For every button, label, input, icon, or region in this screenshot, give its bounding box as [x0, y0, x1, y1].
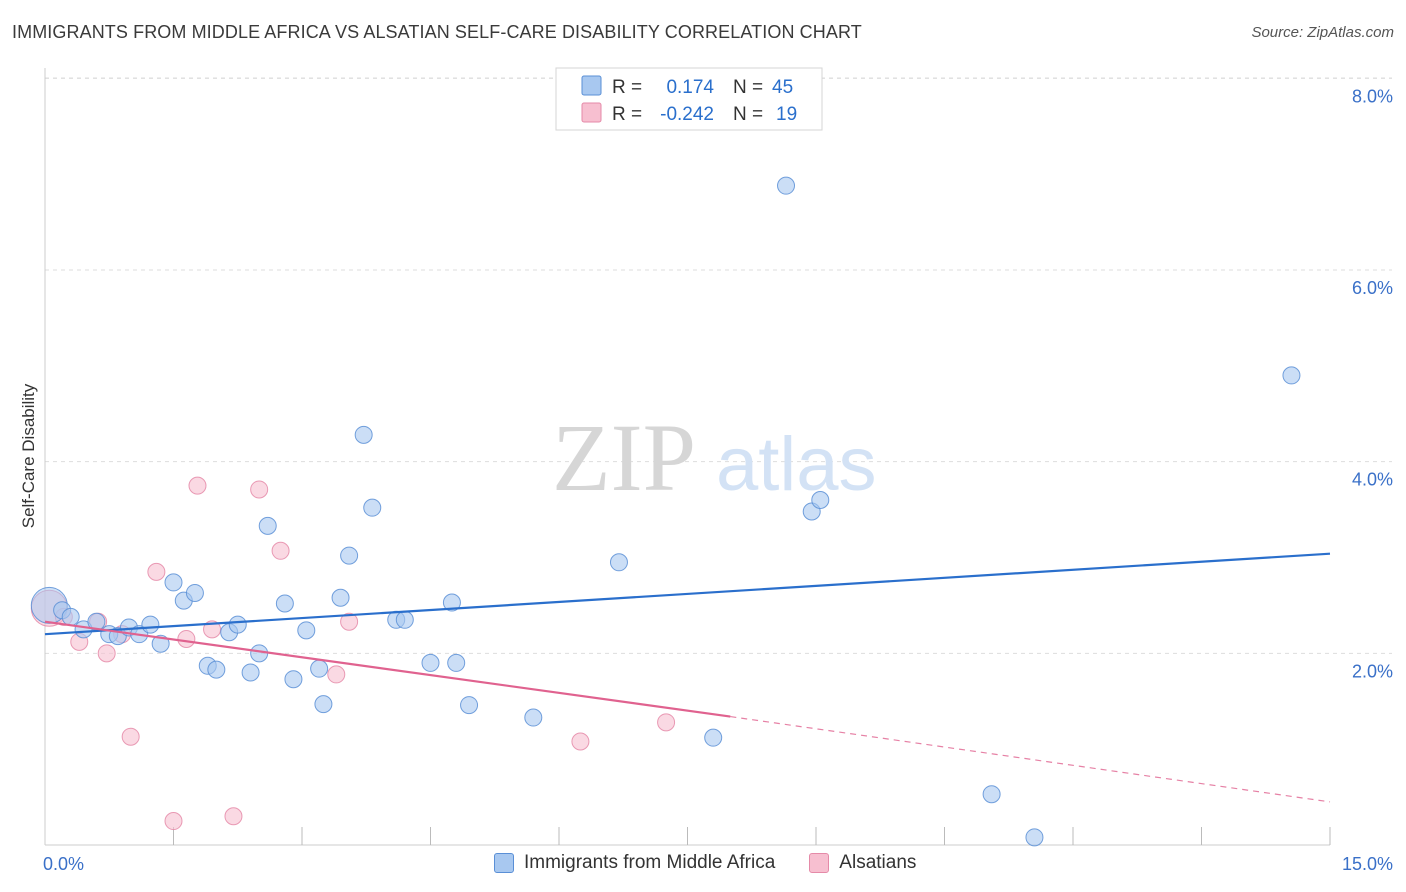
- legend-swatch-middle-africa: [494, 853, 514, 873]
- legend-n-value-2: 19: [776, 104, 797, 125]
- point-alsatians: [121, 727, 140, 746]
- point-middle-africa: [207, 660, 226, 679]
- point-middle-africa: [524, 708, 543, 727]
- legend-n-value-1: 45: [772, 77, 793, 98]
- point-middle-africa: [982, 785, 1001, 804]
- point-middle-africa: [777, 176, 796, 195]
- point-middle-africa: [421, 653, 440, 672]
- legend-n-label-1: N =: [733, 77, 763, 98]
- y-tick-label: 2.0%: [1352, 661, 1393, 681]
- point-middle-africa: [704, 728, 723, 747]
- point-middle-africa: [275, 594, 294, 613]
- point-alsatians: [224, 807, 243, 826]
- point-middle-africa: [241, 663, 260, 682]
- trend-line-middle-africa: [44, 552, 1331, 636]
- point-middle-africa: [1025, 828, 1044, 847]
- point-middle-africa: [164, 573, 183, 592]
- point-middle-africa: [258, 516, 277, 535]
- point-middle-africa: [314, 695, 333, 714]
- point-alsatians: [188, 476, 207, 495]
- y-tick-label: 4.0%: [1352, 470, 1393, 490]
- legend-swatch-pink: [581, 102, 602, 123]
- point-middle-africa: [811, 491, 830, 509]
- watermark-atlas: atlas: [716, 422, 877, 507]
- legend-r-value-2: -0.242: [660, 104, 714, 125]
- point-alsatians: [657, 713, 676, 732]
- point-middle-africa: [363, 498, 382, 517]
- point-alsatians: [340, 612, 359, 631]
- legend-r-label-2: R =: [612, 104, 642, 125]
- watermark-zip: ZIP: [552, 404, 696, 511]
- y-axis-title: Self-Care Disability: [19, 383, 38, 528]
- point-middle-africa: [447, 653, 466, 672]
- x-tick-label-min: 0.0%: [43, 854, 84, 874]
- point-middle-africa: [185, 583, 204, 602]
- grid-lines: [45, 77, 1392, 654]
- point-middle-africa: [395, 610, 414, 629]
- legend-item-alsatians: Alsatians: [809, 852, 916, 874]
- point-middle-africa: [250, 644, 269, 663]
- legend-swatch-alsatians: [809, 853, 830, 873]
- x-axis-ticks: [173, 827, 1331, 845]
- point-middle-africa: [460, 696, 479, 715]
- series-middle-africa: [30, 176, 1301, 847]
- correlation-legend: R = 0.174 N = 45 R = -0.242 N = 19: [555, 67, 823, 131]
- point-middle-africa: [1282, 366, 1301, 385]
- y-tick-labels: 2.0% 4.0% 6.0% 8.0%: [1352, 86, 1393, 681]
- point-middle-africa: [609, 553, 628, 572]
- legend-label-middle-africa: Immigrants from Middle Africa: [524, 852, 776, 873]
- legend-n-label-2: N =: [733, 104, 763, 125]
- point-alsatians: [327, 665, 346, 684]
- y-tick-label: 8.0%: [1352, 86, 1393, 106]
- point-alsatians: [177, 629, 196, 648]
- point-middle-africa: [297, 621, 316, 640]
- chart-title: IMMIGRANTS FROM MIDDLE AFRICA VS ALSATIA…: [12, 22, 862, 42]
- point-alsatians: [271, 541, 290, 560]
- point-alsatians: [203, 620, 222, 639]
- legend-r-label-1: R =: [612, 77, 642, 98]
- point-middle-africa: [284, 670, 303, 689]
- y-tick-label: 6.0%: [1352, 278, 1393, 298]
- legend-item-middle-africa: Immigrants from Middle Africa: [494, 852, 775, 874]
- point-middle-africa: [442, 593, 461, 612]
- point-middle-africa: [151, 634, 170, 653]
- point-alsatians: [571, 732, 590, 751]
- source-credit: Source: ZipAtlas.com: [1251, 24, 1394, 41]
- point-middle-africa: [331, 588, 350, 607]
- legend-swatch-blue: [581, 75, 602, 96]
- point-alsatians: [147, 562, 166, 581]
- point-middle-africa: [141, 615, 160, 634]
- point-alsatians: [97, 644, 116, 663]
- trend-line-alsatians-extrapolated: [730, 715, 1331, 803]
- legend-r-value-1: 0.174: [666, 77, 714, 98]
- trend-lines: [44, 552, 1331, 803]
- trend-line-alsatians: [44, 620, 731, 718]
- x-tick-label-max: 15.0%: [1342, 854, 1393, 874]
- point-middle-africa: [310, 659, 329, 678]
- legend-label-alsatians: Alsatians: [839, 852, 917, 873]
- point-alsatians: [164, 812, 183, 831]
- point-middle-africa: [61, 607, 80, 626]
- point-alsatians: [250, 480, 269, 499]
- point-middle-africa: [354, 425, 373, 444]
- point-middle-africa: [340, 546, 359, 565]
- point-middle-africa: [228, 615, 247, 634]
- series-legend: Immigrants from Middle Africa Alsatians: [494, 852, 916, 874]
